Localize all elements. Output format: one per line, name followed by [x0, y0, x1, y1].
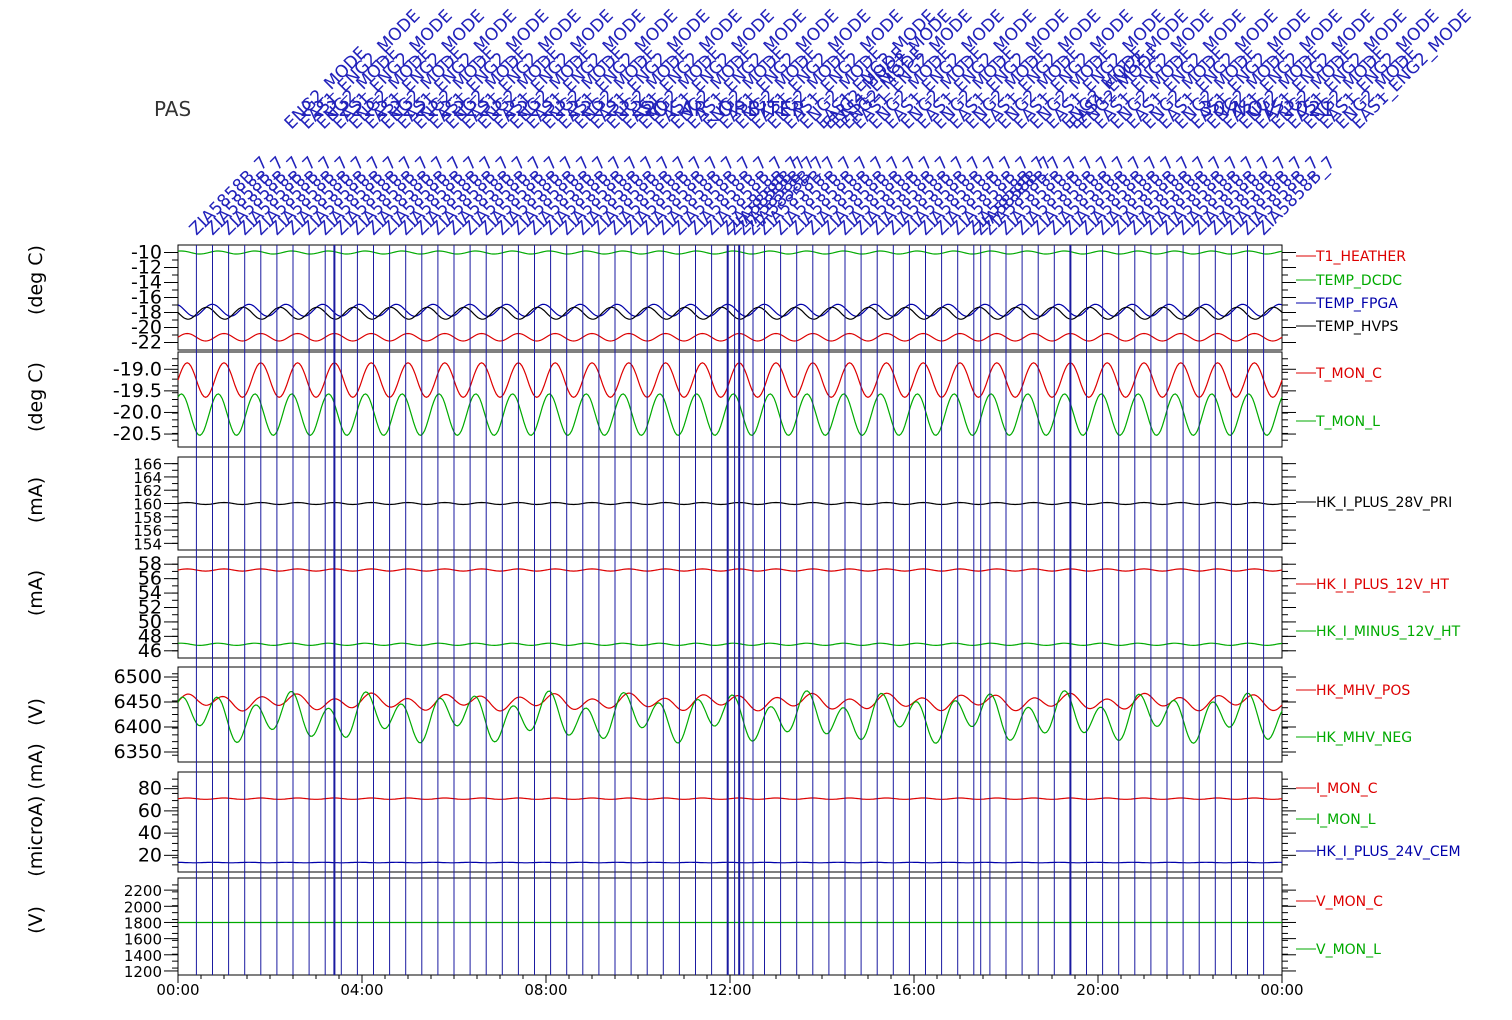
y-tick-label: 6450: [114, 691, 162, 713]
y-tick-label: 48: [138, 625, 162, 647]
y-tick-label: 40: [138, 822, 162, 844]
y-tick-label: -20.0: [113, 401, 162, 423]
series-line: [177, 568, 1283, 572]
x-tick-label: 20:00: [1076, 981, 1119, 999]
y-tick-label: 60: [138, 800, 162, 822]
series-label: HK_I_PLUS_12V_HT: [1316, 577, 1449, 593]
x-tick-label: 08:00: [524, 981, 567, 999]
y-tick-label: 1400: [124, 947, 162, 965]
series-label: TEMP_HVPS: [1315, 319, 1398, 335]
y-tick-label: 2000: [124, 898, 162, 916]
y-tick-label: 54: [138, 582, 162, 604]
x-tick-label: 12:00: [708, 981, 751, 999]
y-tick-label: 6400: [114, 716, 162, 738]
series-label: T1_HEATHER: [1315, 249, 1406, 265]
y-tick-label: 156: [133, 522, 162, 540]
y-tick-label: -10: [131, 242, 162, 264]
y-tick-label: 154: [133, 535, 162, 553]
y-axis-label: (mA): [25, 570, 47, 616]
annotation-text: 2222222222222222222222222222: [300, 97, 656, 121]
y-tick-label: -16: [131, 287, 162, 309]
y-tick-label: 6500: [114, 666, 162, 688]
y-tick-label: -20.5: [113, 423, 162, 445]
y-tick-label: 56: [138, 568, 162, 590]
series-label: T_MON_L: [1315, 414, 1380, 430]
series-line: [177, 692, 1283, 712]
y-tick-label: 1800: [124, 914, 162, 932]
panel-frame: [177, 877, 1283, 976]
y-tick-label: -20: [131, 317, 162, 339]
series-line: [177, 393, 1283, 436]
x-tick-label: 04:00: [340, 981, 383, 999]
x-tick-label: 00:00: [156, 981, 199, 999]
series-line: [177, 362, 1283, 398]
y-tick-label: -18: [131, 302, 162, 324]
y-tick-label: 6350: [114, 741, 162, 763]
y-tick-label: 2200: [124, 882, 162, 900]
x-tick-label: 16:00: [892, 981, 935, 999]
series-line: [177, 306, 1283, 320]
series-label: T_MON_C: [1315, 366, 1382, 382]
series-label: HK_I_PLUS_24V_CEM: [1316, 844, 1461, 860]
series-label: HK_MHV_NEG: [1316, 730, 1412, 746]
y-tick-label: 52: [138, 597, 162, 619]
y-tick-label: 1200: [124, 963, 162, 981]
y-tick-label: -22: [131, 332, 162, 354]
series-line: [177, 250, 1283, 255]
y-axis-label: (V): [25, 906, 47, 934]
series-line: [178, 861, 1283, 864]
panel-frame: [177, 771, 1283, 873]
y-axis-label: (microA) (mA): [25, 743, 47, 876]
series-line: [177, 501, 1283, 506]
y-tick-label: 164: [133, 469, 162, 487]
y-axis-label: (mA): [25, 477, 47, 523]
series-line: [177, 642, 1283, 647]
instrument-label: PAS: [154, 97, 192, 121]
y-tick-label: 80: [138, 778, 162, 800]
series-label: HK_I_MINUS_12V_HT: [1316, 624, 1461, 640]
panel-frame: [177, 244, 1283, 351]
series-label: V_MON_L: [1316, 942, 1381, 958]
y-tick-label: 160: [133, 496, 162, 514]
y-tick-label: 158: [133, 509, 162, 527]
series-line: [177, 332, 1283, 342]
series-line: [177, 303, 1283, 317]
y-tick-label: -12: [131, 257, 162, 279]
series-label: I_MON_C: [1316, 781, 1378, 797]
series-line: [177, 797, 1283, 800]
series-label: TEMP_DCDC: [1315, 273, 1402, 289]
y-tick-label: 50: [138, 611, 162, 633]
y-tick-label: 46: [138, 640, 162, 662]
series-line: [177, 690, 1283, 744]
y-tick-label: 162: [133, 482, 162, 500]
annotation-text: 30/NOV/2021: [1200, 97, 1334, 121]
y-tick-label: 20: [138, 844, 162, 866]
y-axis-label: (deg C): [25, 245, 47, 315]
series-label: TEMP_FPGA: [1315, 296, 1398, 312]
x-tick-label: 00:00: [1260, 981, 1303, 999]
series-label: I_MON_L: [1316, 812, 1376, 828]
y-axis-label: (V): [25, 698, 47, 726]
y-tick-label: 166: [133, 456, 162, 474]
series-label: HK_I_PLUS_28V_PRI: [1316, 495, 1452, 511]
y-axis-label: (deg C): [25, 362, 47, 432]
y-tick-label: 58: [138, 553, 162, 575]
series-label: V_MON_C: [1316, 894, 1383, 910]
y-tick-label: -19.5: [113, 380, 162, 402]
y-tick-label: -19.0: [113, 358, 162, 380]
panel-frame: [177, 666, 1283, 763]
y-tick-label: -14: [131, 272, 162, 294]
y-tick-label: 1600: [124, 931, 162, 949]
annotation-text: SOLAR_ORBITER: [640, 97, 806, 121]
series-label: HK_MHV_POS: [1316, 683, 1410, 699]
